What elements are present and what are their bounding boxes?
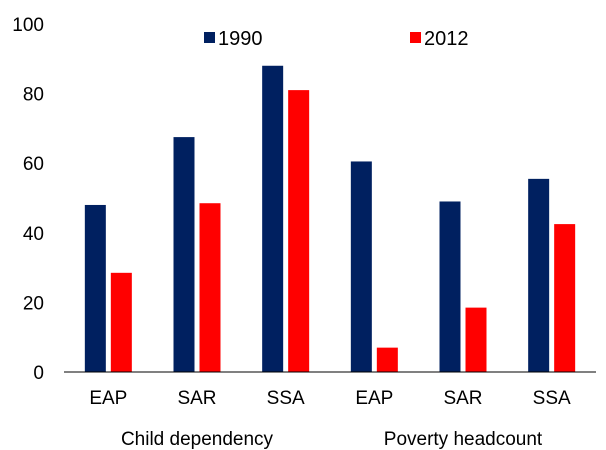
bar-2012-sar-child-dependency: [199, 203, 221, 372]
bar-1990-sar-child-dependency: [173, 137, 195, 372]
y-tick-label: 100: [12, 15, 44, 36]
x-category-label: SSA: [267, 388, 305, 409]
x-axis-category-labels: EAP SAR SSA EAP SAR SSA: [89, 388, 571, 409]
legend-swatch-2012: [410, 32, 421, 43]
bar-1990-ssa-poverty-headcount: [528, 178, 550, 372]
x-category-label: EAP: [355, 388, 393, 409]
bar-2012-ssa-child-dependency: [288, 90, 310, 373]
bar-2012-eap-child-dependency: [110, 272, 132, 372]
bar-1990-ssa-child-dependency: [262, 65, 284, 372]
x-category-label: SAR: [177, 388, 216, 409]
bar-2012-ssa-poverty-headcount: [554, 224, 576, 372]
x-group-label: Child dependency: [121, 429, 274, 450]
x-category-label: SAR: [443, 388, 482, 409]
legend-label-2012: 2012: [424, 28, 469, 50]
x-category-label: EAP: [89, 388, 127, 409]
legend-swatch-1990: [204, 32, 215, 43]
y-tick-label: 0: [33, 363, 44, 384]
bar-1990-eap-poverty-headcount: [350, 161, 372, 372]
bar-1990-eap-child-dependency: [84, 204, 106, 372]
bar-2012-sar-poverty-headcount: [465, 307, 487, 372]
y-tick-label: 40: [23, 224, 44, 245]
bar-1990-sar-poverty-headcount: [439, 201, 461, 372]
legend-label-1990: 1990: [218, 28, 263, 50]
y-tick-label: 60: [23, 154, 44, 175]
y-tick-label: 20: [23, 293, 44, 314]
bar-2012-eap-poverty-headcount: [376, 347, 398, 372]
y-tick-label: 80: [23, 85, 44, 106]
x-group-label: Poverty headcount: [384, 429, 543, 450]
legend: 1990 2012: [204, 28, 469, 50]
x-axis-group-labels: Child dependency Poverty headcount: [121, 429, 543, 450]
bars: [84, 65, 576, 373]
y-axis-ticks: 0 20 40 60 80 100: [12, 15, 44, 384]
x-category-label: SSA: [533, 388, 571, 409]
